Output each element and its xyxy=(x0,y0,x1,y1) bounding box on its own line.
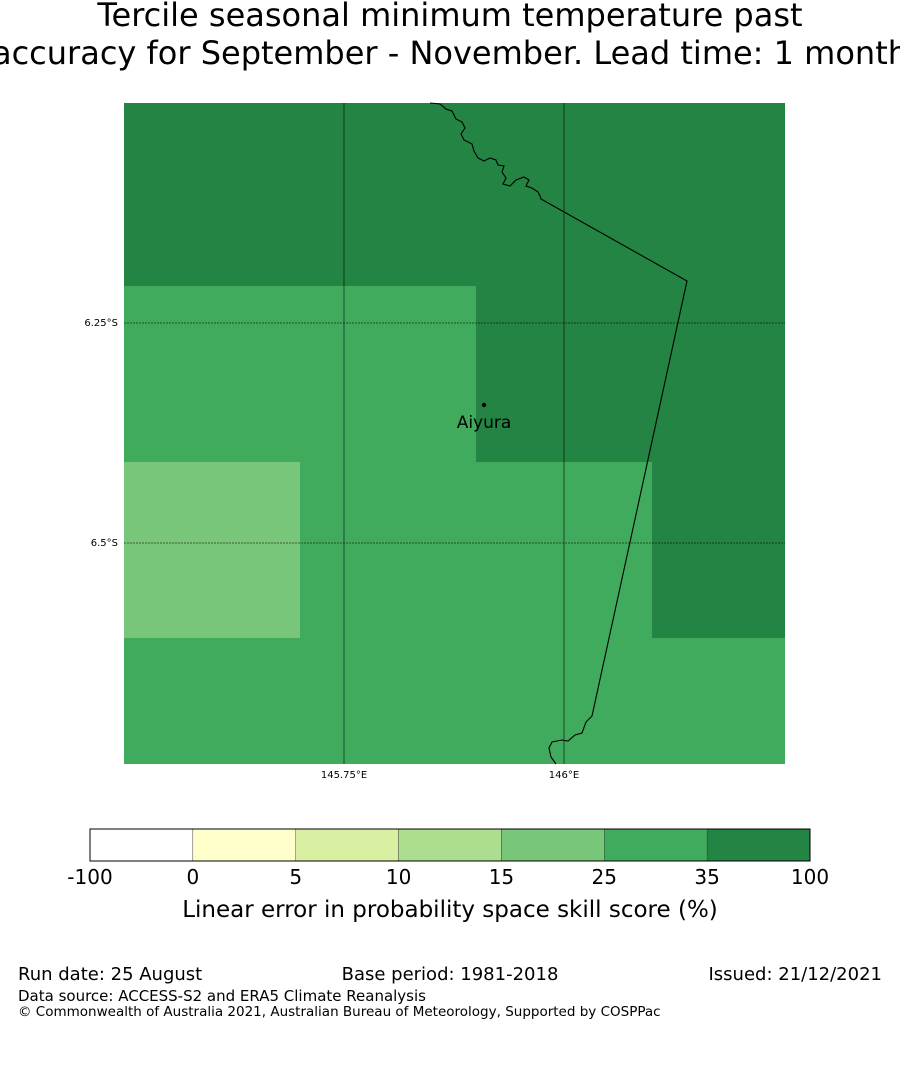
colorbar-segment xyxy=(501,828,605,862)
colorbar-segment xyxy=(604,828,708,862)
skill-cell xyxy=(124,286,300,462)
colorbar-tick-label: 10 xyxy=(386,865,411,889)
colorbar-tick-label: 15 xyxy=(489,865,514,889)
skill-cell xyxy=(300,638,476,764)
data-source: Data source: ACCESS-S2 and ERA5 Climate … xyxy=(18,987,426,1005)
colorbar-tick-label: 0 xyxy=(186,865,199,889)
lat-tick-label-6-25: 6.25°S xyxy=(84,318,118,329)
skill-cell xyxy=(564,638,652,764)
skill-cell xyxy=(124,462,300,638)
skill-cell xyxy=(300,103,476,286)
colorbar-tick-label: -100 xyxy=(67,865,112,889)
skill-cell xyxy=(652,462,785,638)
skill-grid xyxy=(124,103,785,764)
colorbar-segment xyxy=(89,828,194,862)
skill-cell xyxy=(564,462,652,638)
lat-tick-label-6-5: 6.5°S xyxy=(91,538,118,549)
colorbar-tick-label: 25 xyxy=(592,865,617,889)
issued-date: Issued: 21/12/2021 xyxy=(708,964,882,985)
colorbar-segment xyxy=(706,828,811,862)
skill-cell xyxy=(300,462,476,638)
skill-cell xyxy=(652,638,785,764)
coastline-border xyxy=(429,102,688,765)
colorbar-segment xyxy=(295,828,399,862)
skill-cell xyxy=(652,103,785,286)
skill-cell xyxy=(124,638,300,764)
colorbar-label: Linear error in probability space skill … xyxy=(182,897,718,923)
run-date: Run date: 25 August xyxy=(18,964,203,985)
graticule xyxy=(124,103,785,764)
colorbar-outline xyxy=(89,828,811,862)
colorbar-segment xyxy=(192,828,296,862)
skill-cell xyxy=(476,286,564,462)
colorbar-tick-label: 35 xyxy=(694,865,719,889)
lon-tick-label-146: 146°E xyxy=(549,770,579,781)
skill-cell xyxy=(564,286,652,462)
skill-cell xyxy=(476,462,564,638)
aiyura-marker xyxy=(481,402,487,408)
colorbar-segment xyxy=(398,828,502,862)
colorbar-tick-label: 100 xyxy=(791,865,829,889)
map-title-line-1: Tercile seasonal minimum temperature pas… xyxy=(97,0,803,34)
copyright-notice: © Commonwealth of Australia 2021, Austra… xyxy=(18,1004,661,1020)
colorbar xyxy=(89,828,811,862)
aiyura-label: Aiyura xyxy=(457,413,512,433)
colorbar-tick-labels: -100 0 5 10 15 25 35 100 xyxy=(67,865,829,889)
colorbar-tick-label: 5 xyxy=(289,865,302,889)
base-period: Base period: 1981-2018 xyxy=(341,964,559,985)
skill-cell xyxy=(564,103,652,286)
map-title-line-2: accuracy for September - November. Lead … xyxy=(0,34,900,72)
skill-cell xyxy=(476,638,564,764)
skill-cell xyxy=(476,103,564,286)
lon-tick-label-145-75: 145.75°E xyxy=(321,770,367,781)
skill-cell xyxy=(124,103,300,286)
skill-cell xyxy=(300,286,476,462)
skill-cell xyxy=(652,286,785,462)
